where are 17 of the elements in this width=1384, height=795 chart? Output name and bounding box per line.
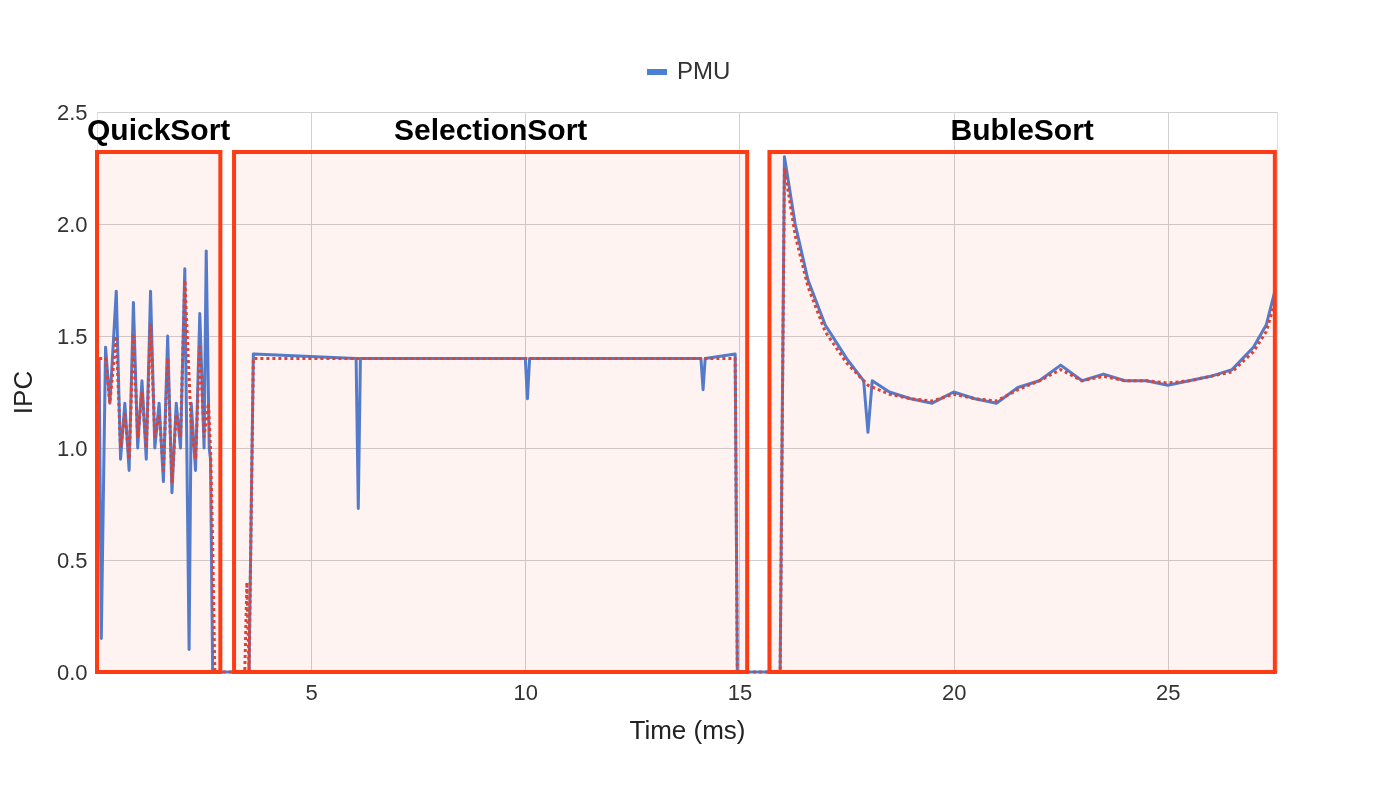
y-tick-label: 0.0: [56, 659, 88, 685]
band-label: SelectionSort: [393, 113, 588, 146]
band-label: QuickSort: [86, 113, 231, 146]
x-tick-label: 25: [1156, 679, 1181, 705]
x-tick-label: 5: [305, 679, 318, 705]
y-tick-label: 1.5: [56, 323, 88, 349]
x-tick-label: 10: [513, 679, 539, 705]
y-axis-title: IPC: [7, 370, 38, 415]
y-tick-label: 1.0: [56, 435, 88, 461]
x-tick-label: 20: [941, 679, 967, 705]
band-label: BubleSort: [950, 113, 1094, 146]
legend-label: PMU: [677, 57, 731, 84]
y-tick-label: 2.5: [56, 99, 88, 125]
x-tick-label: 15: [727, 679, 753, 705]
x-axis-title: Time (ms): [629, 714, 746, 745]
y-tick-label: 0.5: [56, 547, 88, 573]
y-tick-label: 2.0: [56, 211, 88, 237]
